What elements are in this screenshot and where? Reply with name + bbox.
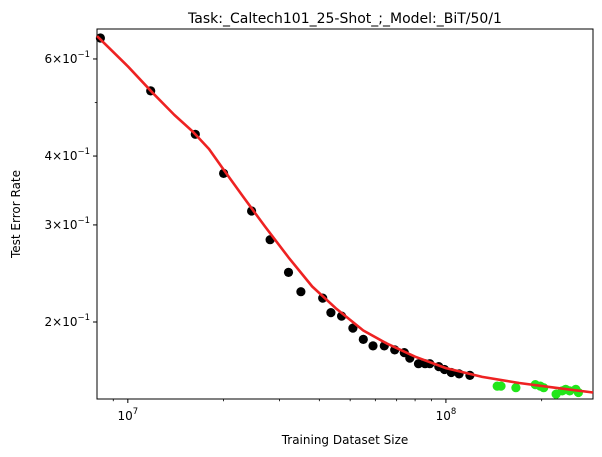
x-tick-label: 107 — [117, 407, 138, 423]
data-point-series-0 — [413, 359, 424, 369]
data-point-series-0 — [358, 334, 368, 344]
data-point-series-1 — [511, 383, 521, 393]
data-point-series-0 — [368, 341, 378, 351]
data-point-series-1 — [496, 381, 506, 391]
y-axis: 6×10−1 4×10−1 3×10−1 2×10−1 — [45, 50, 97, 329]
y-tick-label: 6×10−1 — [45, 50, 91, 66]
plot-marks — [95, 33, 594, 399]
data-point-series-0 — [348, 323, 358, 333]
data-point-series-0 — [326, 308, 336, 318]
chart-title: Task:_Caltech101_25-Shot_;_Model:_BiT/50… — [187, 11, 502, 27]
x-tick-label: 108 — [436, 407, 457, 423]
y-tick-label: 2×10−1 — [45, 313, 91, 329]
fit-line — [96, 35, 594, 394]
x-axis-title: Training Dataset Size — [281, 433, 409, 447]
y-axis-title: Test Error Rate — [9, 170, 23, 259]
y-tick-label: 3×10−1 — [45, 216, 91, 232]
y-tick-label: 4×10−1 — [45, 147, 91, 163]
plot-frame — [96, 28, 594, 400]
data-point-series-0 — [283, 267, 294, 277]
data-point-series-0 — [296, 287, 306, 297]
x-axis: 107 108 — [112, 399, 543, 423]
